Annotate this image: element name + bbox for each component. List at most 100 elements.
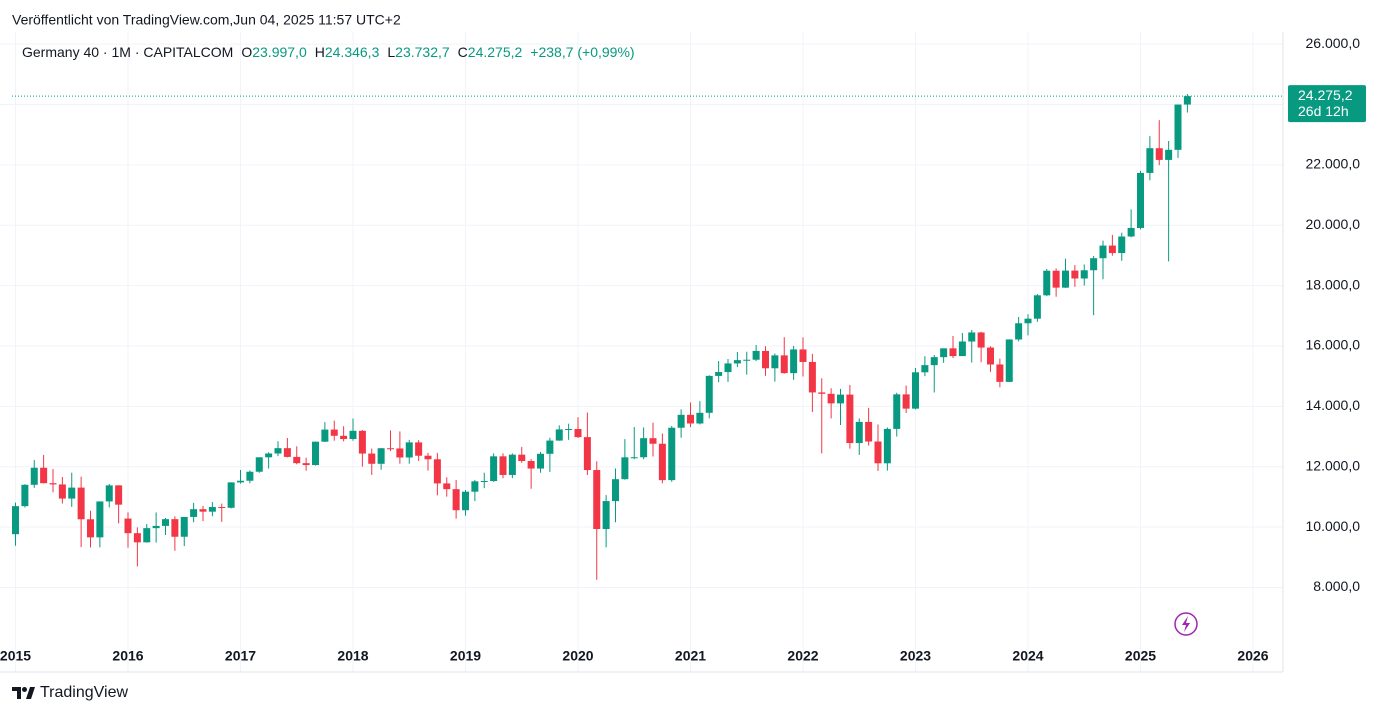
candle-body	[1108, 245, 1116, 254]
candle-body	[1015, 323, 1023, 340]
candle-body	[874, 441, 882, 464]
legend-key: C	[458, 44, 468, 60]
candle-body	[1043, 270, 1051, 296]
y-tick-label: 16.000,0	[1306, 337, 1361, 353]
candle-body	[105, 485, 113, 502]
x-tick-label: 2019	[450, 648, 481, 664]
candle-body	[865, 421, 873, 442]
x-tick-label: 2016	[112, 648, 143, 664]
candle-body	[696, 412, 704, 424]
candle-body	[405, 442, 413, 458]
y-tick-label: 14.000,0	[1306, 397, 1361, 413]
candle-body	[612, 479, 619, 502]
candle-body	[893, 394, 901, 429]
candle-body	[790, 349, 798, 374]
y-tick-label: 10.000,0	[1306, 518, 1361, 534]
candle-body	[40, 467, 48, 484]
candle-body	[358, 430, 366, 454]
candle-body	[1080, 270, 1088, 279]
x-tick-label: 2018	[337, 648, 368, 664]
candle-body	[96, 501, 104, 538]
candle-body	[837, 394, 844, 404]
x-tick-label: 2023	[900, 648, 931, 664]
candle-body	[518, 454, 526, 462]
legend-value: 24.275,2	[468, 44, 523, 60]
candle-body	[265, 453, 273, 458]
candle-body	[705, 375, 713, 413]
x-tick-label: 2025	[1125, 648, 1156, 664]
event-icon[interactable]	[1174, 612, 1198, 636]
candle-body	[883, 428, 891, 464]
last-price-label: 24.275,2	[1298, 87, 1353, 103]
candle-body	[930, 357, 938, 366]
candle-body	[958, 341, 966, 357]
candle-body	[133, 533, 141, 543]
y-tick-label: 22.000,0	[1306, 156, 1361, 172]
candle-body	[1118, 236, 1126, 254]
candles	[12, 93, 1191, 580]
logo	[12, 687, 35, 699]
candle-body	[190, 509, 198, 517]
candle-body	[771, 355, 779, 369]
grid	[0, 32, 1283, 672]
candle-body	[480, 481, 488, 483]
candle-body	[583, 437, 591, 471]
candle-body	[471, 481, 479, 492]
candle-body	[1033, 295, 1041, 319]
candle-body	[368, 453, 376, 464]
candle-body	[162, 519, 169, 526]
candle-body	[274, 448, 282, 454]
y-tick-label: 12.000,0	[1306, 457, 1361, 473]
candle-body	[912, 372, 919, 409]
candle-body	[658, 443, 666, 481]
candle-body	[499, 456, 507, 475]
candle-body	[21, 484, 29, 507]
candle-body	[227, 482, 235, 508]
legend-value: 23.732,7	[395, 44, 450, 60]
candle-body	[508, 454, 516, 475]
countdown: 26d 12h	[1298, 103, 1349, 119]
candle-body	[565, 429, 573, 431]
candle-body	[387, 448, 394, 450]
candle-body	[68, 487, 76, 499]
candle-body	[621, 457, 629, 480]
x-tick-label: 2020	[562, 648, 593, 664]
candle-body	[152, 525, 160, 529]
candle-body	[668, 427, 676, 481]
candle-body	[987, 347, 994, 365]
y-tick-label: 8.000,0	[1313, 578, 1360, 594]
candle-body	[396, 448, 404, 458]
candle-body	[77, 487, 85, 520]
candle-body	[949, 348, 957, 357]
candle-body	[312, 441, 319, 466]
candle-body	[780, 355, 788, 374]
candle-body	[1071, 270, 1079, 279]
candle-body	[649, 438, 657, 444]
candle-body	[302, 463, 310, 466]
candle-body	[293, 456, 301, 464]
legend-key: O	[241, 44, 252, 60]
candle-body	[546, 440, 554, 454]
candle-body	[246, 471, 254, 481]
candle-body	[733, 360, 741, 364]
candle-body	[1090, 258, 1098, 271]
candle-body	[640, 438, 648, 458]
x-tick-label: 2026	[1237, 648, 1268, 664]
candle-body	[462, 491, 469, 511]
legend-change: +238,7 (+0,99%)	[530, 44, 634, 60]
legend-key: L	[387, 44, 395, 60]
candle-body	[1183, 96, 1191, 105]
candle-body	[143, 528, 151, 543]
candle-body	[1165, 149, 1173, 160]
last-price-box	[1288, 85, 1366, 123]
candle-body	[58, 484, 66, 499]
candle-body	[1155, 148, 1163, 160]
candle-body	[762, 350, 769, 369]
candle-body	[574, 429, 582, 438]
candle-body	[321, 429, 329, 442]
candle-body	[743, 359, 751, 361]
legend: Germany 40 · 1M · CAPITALCOM O23.997,0 H24…	[22, 44, 635, 60]
candle-body	[424, 455, 432, 460]
candle-body	[527, 461, 535, 469]
